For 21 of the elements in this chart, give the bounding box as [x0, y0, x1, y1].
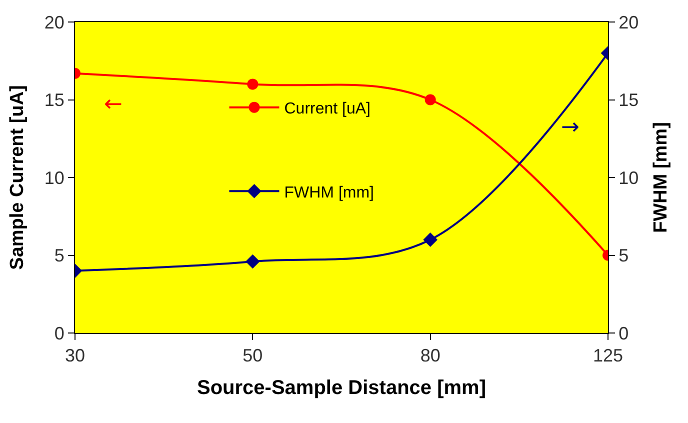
y-tick-label: 0 [54, 323, 64, 344]
y2-tick-label: 10 [618, 168, 639, 188]
annotation: ← [104, 92, 122, 117]
y2-tick-label: 5 [618, 246, 629, 266]
y2-axis-title: FWHM [mm] [650, 122, 672, 233]
x-tick-label: 30 [64, 346, 86, 366]
x-tick-label: 125 [592, 346, 624, 366]
y-tick-label: 20 [44, 12, 64, 32]
annotation: → [561, 115, 580, 140]
y2-tick-label: 20 [618, 12, 639, 32]
x-tick-label: 80 [420, 346, 440, 366]
y2-tick-label: 15 [618, 90, 639, 110]
y-tick-label: 10 [44, 168, 64, 188]
x-tick-label: 50 [242, 346, 263, 366]
legend-label: FWHM [mm] [284, 184, 374, 202]
y2-tick-label: 0 [618, 323, 629, 344]
y-tick-label: 5 [54, 246, 64, 266]
y-tick-label: 15 [44, 90, 64, 110]
x-axis-title: Source-Sample Distance [mm] [197, 377, 486, 400]
legend-label: Current [uA] [284, 100, 371, 118]
y-axis-title: Sample Current [uA] [7, 85, 28, 270]
